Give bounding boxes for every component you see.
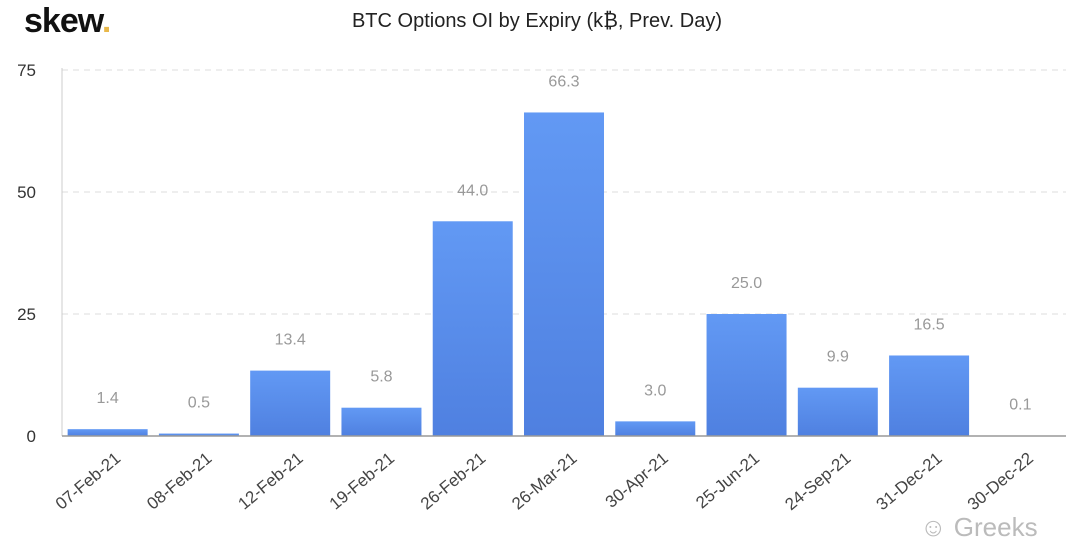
skew-logo: skew. [24, 2, 111, 40]
x-tick-label: 25-Jun-21 [692, 449, 763, 513]
data-label: 16.5 [914, 316, 945, 333]
data-label: 66.3 [548, 73, 579, 90]
x-tick-label: 24-Sep-21 [781, 449, 854, 515]
x-tick-label: 07-Feb-21 [52, 449, 124, 514]
bar [158, 433, 239, 436]
x-tick-label: 12-Feb-21 [234, 449, 306, 514]
data-label: 1.4 [97, 390, 119, 407]
wechat-icon: ☺ [920, 512, 947, 542]
watermark: ☺ Greeks [920, 512, 1038, 542]
bar [797, 387, 878, 436]
x-tick-label: 30-Dec-22 [964, 449, 1037, 515]
bar [67, 429, 148, 436]
bar [341, 407, 422, 436]
y-tick-label: 0 [27, 427, 36, 446]
bar [524, 112, 604, 437]
x-tick-label: 19-Feb-21 [326, 449, 398, 514]
bar [432, 221, 513, 436]
x-tick-label: 08-Feb-21 [143, 449, 215, 514]
bar [250, 370, 331, 436]
y-tick-label: 25 [17, 305, 36, 324]
data-label: 25.0 [731, 275, 762, 292]
y-tick-label: 75 [17, 61, 36, 80]
data-label: 44.0 [457, 182, 488, 199]
x-tick-label: 26-Mar-21 [508, 449, 580, 514]
bar [889, 355, 970, 436]
chart-title: BTC Options OI by Expiry (k₿, Prev. Day) [351, 10, 723, 32]
x-tick-label: 26-Feb-21 [417, 449, 489, 514]
data-label: 0.1 [1009, 397, 1031, 414]
x-tick-label: 31-Dec-21 [873, 449, 946, 515]
data-label: 3.0 [644, 382, 666, 399]
x-tick-label: 30-Apr-21 [602, 449, 672, 512]
data-label: 5.8 [370, 369, 392, 386]
y-tick-label: 50 [17, 183, 36, 202]
data-label: 0.5 [188, 395, 210, 412]
bar [706, 314, 787, 436]
bar [615, 421, 696, 436]
data-label: 13.4 [275, 332, 306, 349]
data-label: 9.9 [827, 349, 849, 366]
